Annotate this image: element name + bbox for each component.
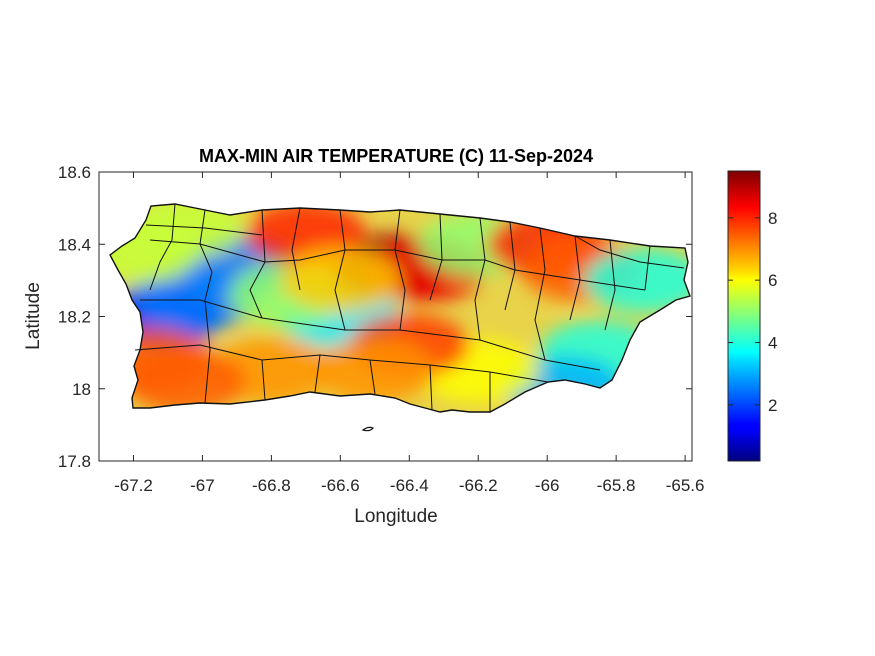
plot-area: -67.2 -67 -66.8 -66.6 -66.4 -66.2 -66 -65.8 -65.… bbox=[58, 163, 705, 495]
municipal-boundary bbox=[429, 364, 433, 411]
municipal-boundary bbox=[249, 209, 266, 319]
x-axis-label: Longitude bbox=[354, 506, 437, 527]
x-axis: -67.2 -67 -66.8 -66.6 -66.4 -66.2 -66 -65.8 -65.… bbox=[114, 172, 704, 495]
x-tick-label: -66.2 bbox=[459, 476, 498, 495]
temperature-field bbox=[110, 204, 690, 412]
municipal-boundary bbox=[204, 299, 211, 404]
island-outline bbox=[109, 203, 691, 413]
y-tick-label: 18.4 bbox=[58, 235, 91, 254]
municipal-boundary bbox=[199, 209, 213, 301]
municipal-boundary bbox=[149, 239, 646, 291]
municipal-boundary bbox=[644, 245, 651, 291]
colorbar-ticks: 2 4 6 8 bbox=[728, 209, 777, 415]
municipal-boundaries bbox=[134, 203, 685, 412]
x-tick-label: -67 bbox=[190, 476, 215, 495]
municipal-boundary bbox=[394, 209, 406, 331]
municipal-boundary bbox=[534, 227, 546, 361]
municipal-boundary bbox=[334, 209, 346, 331]
y-tick-label: 17.8 bbox=[58, 452, 91, 471]
chart-title: MAX-MIN AIR TEMPERATURE (C) 11-Sep-2024 bbox=[199, 146, 593, 166]
municipal-boundary bbox=[574, 235, 685, 269]
y-tick-label: 18.2 bbox=[58, 308, 91, 327]
municipal-boundary bbox=[369, 359, 376, 395]
municipal-boundary bbox=[474, 217, 486, 341]
y-tick-label: 18 bbox=[72, 380, 91, 399]
y-tick-label: 18.6 bbox=[58, 163, 91, 182]
x-tick-label: -67.2 bbox=[114, 476, 153, 495]
colorbar-tick-label: 8 bbox=[768, 209, 777, 228]
municipal-boundary bbox=[261, 359, 266, 401]
municipal-boundary bbox=[314, 354, 321, 393]
y-axis: 17.8 18 18.2 18.4 18.6 bbox=[58, 163, 692, 471]
temperature-cell bbox=[280, 248, 401, 313]
municipal-boundary bbox=[291, 207, 301, 291]
caja-de-muertos-island bbox=[361, 426, 374, 432]
municipal-boundary bbox=[140, 299, 601, 371]
municipal-boundary bbox=[145, 224, 263, 236]
colorbar-tick-label: 6 bbox=[768, 271, 777, 290]
municipal-boundary bbox=[604, 239, 616, 331]
x-tick-label: -65.6 bbox=[666, 476, 705, 495]
colorbar: 2 4 6 8 bbox=[727, 170, 777, 462]
temperature-cell bbox=[314, 338, 435, 403]
x-tick-label: -66 bbox=[535, 476, 560, 495]
municipal-boundary bbox=[149, 203, 176, 291]
x-tick-label: -66.8 bbox=[252, 476, 291, 495]
y-axis-label: Latitude bbox=[23, 282, 44, 350]
x-tick-label: -66.6 bbox=[321, 476, 360, 495]
colorbar-tick-label: 2 bbox=[768, 396, 777, 415]
x-tick-label: -65.8 bbox=[597, 476, 636, 495]
x-tick-label: -66.4 bbox=[390, 476, 429, 495]
municipal-boundary bbox=[134, 344, 549, 383]
colorbar-tick-label: 4 bbox=[768, 334, 777, 353]
colorbar-gradient bbox=[727, 170, 761, 462]
